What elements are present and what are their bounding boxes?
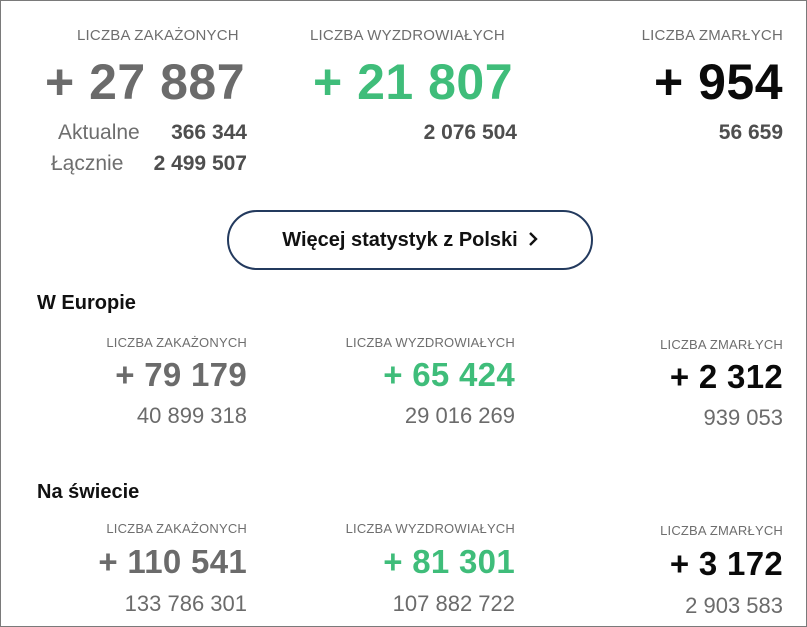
world-deaths-label: LICZBA ZMARŁYCH (660, 523, 783, 538)
europe-recovered-label: LICZBA WYZDROWIAŁYCH (345, 335, 515, 350)
europe-infected-delta: + 79 179 (115, 356, 247, 393)
europe-heading: W Europie (37, 292, 136, 314)
poland-recovered-total: 2 076 504 (423, 121, 517, 144)
europe-infected-label: LICZBA ZAKAŻONYCH (106, 335, 247, 350)
poland-current-value: 366 344 (171, 121, 247, 144)
europe-deaths-total: 939 053 (703, 405, 783, 430)
more-poland-stats-button[interactable]: Więcej statystyk z Polski (227, 210, 593, 270)
world-infected-label: LICZBA ZAKAŻONYCH (106, 521, 247, 536)
world-recovered-label: LICZBA WYZDROWIAŁYCH (345, 521, 515, 536)
world-heading: Na świecie (37, 481, 140, 503)
poland-total-label: Łącznie (51, 152, 124, 175)
world-deaths-delta: + 3 172 (669, 545, 783, 582)
poland-total-value: 2 499 507 (153, 152, 247, 175)
world-infected-delta: + 110 541 (98, 543, 247, 580)
europe-recovered-total: 29 016 269 (404, 403, 515, 428)
world-deaths-total: 2 903 583 (685, 593, 783, 618)
poland-recovered-delta: + 21 807 (313, 54, 514, 110)
poland-recovered-label: LICZBA WYZDROWIAŁYCH (310, 27, 505, 44)
europe-deaths-label: LICZBA ZMARŁYCH (660, 337, 783, 352)
poland-deaths-total: 56 659 (718, 121, 783, 144)
europe-deaths-delta: + 2 312 (669, 358, 783, 395)
poland-infected-label: LICZBA ZAKAŻONYCH (77, 27, 239, 44)
poland-current-label: Aktualne (58, 121, 140, 144)
world-infected-total: 133 786 301 (124, 591, 247, 616)
poland-deaths-label: LICZBA ZMARŁYCH (641, 27, 783, 44)
poland-deaths-delta: + 954 (653, 54, 783, 110)
world-recovered-total: 107 882 722 (392, 591, 515, 616)
europe-recovered-delta: + 65 424 (383, 356, 515, 393)
world-recovered-delta: + 81 301 (383, 543, 515, 580)
more-poland-stats-label: Więcej statystyk z Polski (282, 228, 518, 251)
europe-infected-total: 40 899 318 (136, 403, 247, 428)
chevron-right-icon (528, 229, 538, 252)
poland-infected-delta: + 27 887 (45, 54, 246, 110)
